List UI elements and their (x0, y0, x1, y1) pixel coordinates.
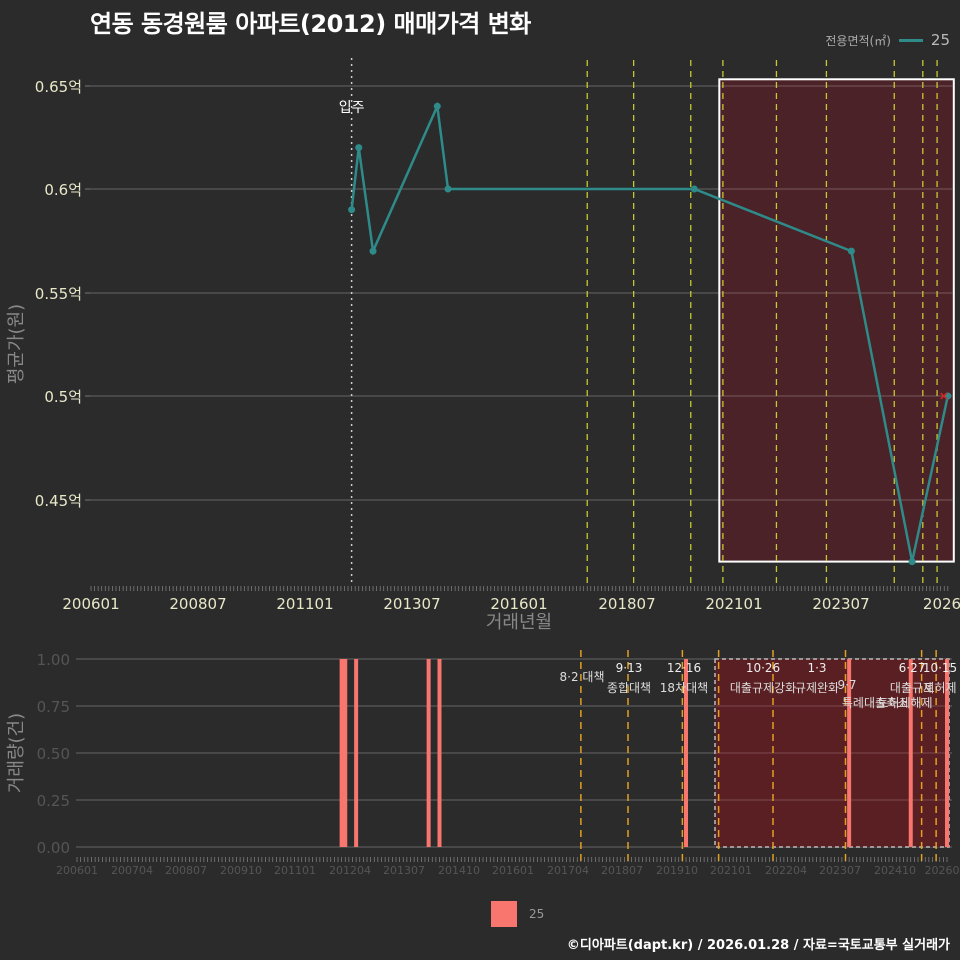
policy-name-label: 18차대책 (660, 680, 708, 695)
volume-bar (343, 659, 347, 847)
policy-date-label: 12·16 (667, 661, 701, 675)
price-point (445, 186, 452, 193)
x-tick-label: 201101 (276, 595, 333, 613)
highlight-region (719, 79, 953, 561)
y-axis-title: 거래량(건) (6, 713, 27, 793)
volume-bar (354, 659, 358, 847)
volume-bar (438, 659, 442, 847)
policy-name-label: 대출규제강화 (730, 681, 796, 695)
x-tick-label: 200807 (165, 864, 207, 877)
volume-bar (340, 659, 344, 847)
x-tick-label: 201101 (274, 864, 316, 877)
y-tick-label: 0.5억 (44, 388, 82, 406)
x-tick-label: 202204 (765, 864, 807, 877)
x-tick-label: 200601 (62, 595, 119, 613)
volume-bar (427, 659, 431, 847)
x-tick-label: 200910 (220, 864, 262, 877)
y-tick-label: 0.45억 (35, 492, 82, 510)
legend-bar-swatch-icon (491, 901, 517, 927)
x-tick-label: 201410 (438, 864, 480, 877)
footer-credit: ©디아파트(dapt.kr) / 2026.01.28 / 자료=국토교통부 실… (567, 934, 950, 953)
x-tick-label: 200601 (56, 864, 98, 877)
policy-date-label: 9·13 (616, 661, 643, 675)
policy-name-label: 토허제해제 (877, 696, 932, 710)
x-tick-label: 202307 (819, 864, 861, 877)
y-axis-title: 평균가(원) (6, 304, 27, 384)
x-tick-label: 202101 (705, 595, 762, 613)
x-tick-label: 201807 (601, 864, 643, 877)
policy-name-label: 8·2 대책 (560, 669, 605, 684)
x-tick-label: 20260 (925, 864, 960, 877)
x-tick-label: 200807 (169, 595, 226, 613)
policy-name-label: 9·7 (837, 678, 856, 692)
x-tick-label: 202410 (874, 864, 916, 877)
price-point (434, 103, 441, 110)
y-tick-label: 1.00 (37, 651, 70, 669)
price-point (370, 248, 377, 255)
x-tick-label: 201601 (490, 595, 547, 613)
y-tick-label: 0.25 (37, 792, 70, 810)
x-tick-label: 201204 (329, 864, 371, 877)
x-tick-label: 201704 (547, 864, 589, 877)
y-tick-label: 0.75 (37, 698, 70, 716)
legend-bottom: 25 (491, 901, 544, 927)
x-tick-label: 2026 (923, 595, 960, 613)
y-tick-label: 0.65억 (35, 78, 82, 96)
x-tick-label: 201910 (656, 864, 698, 877)
x-tick-label: 201807 (598, 595, 655, 613)
price-point (355, 144, 362, 151)
policy-name-label: 토허제 (923, 681, 956, 695)
policy-date-label: 1·3 (807, 661, 826, 675)
x-axis-title: 거래년월 (486, 612, 552, 633)
y-tick-label: 0.55억 (35, 285, 82, 303)
entry-label: 입주 (339, 100, 365, 116)
policy-date-label: 6·27 (899, 661, 926, 675)
x-tick-label: 201307 (383, 864, 425, 877)
policy-date-label: 10·26 (746, 661, 780, 675)
price-point (691, 186, 698, 193)
x-tick-label: 201601 (492, 864, 534, 877)
y-tick-label: 0.00 (37, 839, 70, 857)
y-tick-label: 0.50 (37, 745, 70, 763)
x-tick-label: 202101 (710, 864, 752, 877)
x-tick-label: 201307 (383, 595, 440, 613)
policy-name-label: 종합대책 (607, 680, 651, 695)
price-point (909, 558, 916, 565)
x-tick-label: 202307 (812, 595, 869, 613)
legend-bottom-value: 25 (529, 907, 544, 921)
price-point (848, 248, 855, 255)
chart-canvas: 0.65억 0.6억 0.55억 0.5억 0.45억 200601 200807 20110… (0, 0, 960, 960)
policy-date-label: 10·15 (923, 661, 957, 675)
price-point (348, 206, 355, 213)
y-tick-label: 0.6억 (44, 181, 82, 199)
x-tick-label: 200704 (111, 864, 153, 877)
policy-name-label: 규제완화 (795, 681, 839, 695)
